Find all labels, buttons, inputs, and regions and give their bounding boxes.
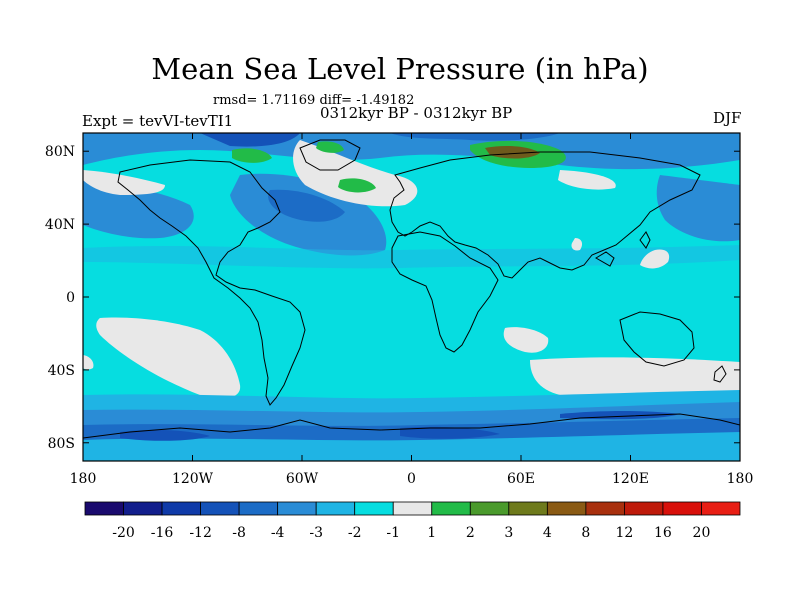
colorbar-swatch — [123, 501, 163, 516]
colorbar-label: 4 — [543, 525, 552, 541]
colorbar-swatch — [585, 501, 625, 516]
field-positive-greenland — [316, 141, 344, 153]
colorbar-label: -8 — [232, 525, 246, 541]
colorbar-label: 1 — [427, 525, 436, 541]
x-axis: 180 120W 60W 0 60E 120E 180 — [70, 133, 754, 487]
colorbar-swatch — [469, 501, 510, 516]
colorbar-label: 16 — [654, 525, 672, 541]
colorbar-label: 20 — [693, 525, 711, 541]
colorbar-swatch — [315, 501, 356, 516]
field-band-arctic-mid — [390, 133, 560, 141]
chart-title: Mean Sea Level Pressure (in hPa) — [151, 52, 649, 86]
field-white-indian-ocean — [503, 327, 549, 353]
colorbar-swatch — [277, 501, 317, 516]
x-tick-label: 60E — [507, 471, 535, 487]
field-band-arctic-dark — [200, 133, 300, 147]
x-tick-label: 120E — [612, 471, 649, 487]
colorbar-label: -3 — [309, 525, 323, 541]
colorbar-swatch — [84, 501, 124, 516]
coastline-australia — [619, 311, 695, 367]
colorbar-label: -1 — [386, 525, 400, 541]
field-positive-siberia-core — [485, 145, 540, 159]
colorbar-label: -2 — [348, 525, 362, 541]
colorbar-swatch — [392, 501, 433, 516]
colorbar-swatch — [624, 501, 664, 516]
colorbar-swatch — [701, 501, 741, 516]
colorbar-label: -4 — [271, 525, 285, 541]
coastline-africa — [391, 231, 499, 353]
field-positive-north-atlantic — [338, 178, 376, 193]
field-white-alaska — [83, 170, 165, 195]
field-white-south-pacific — [96, 317, 241, 399]
colorbar-label: 2 — [466, 525, 475, 541]
coastline-southeast-asia-islands — [595, 251, 615, 267]
x-tick-label: 60W — [286, 471, 319, 487]
field-antarctic-dark-2 — [400, 426, 500, 439]
colorbar-label: -16 — [151, 525, 174, 541]
field-white-north-atlantic — [293, 140, 418, 207]
colorbar-swatch — [431, 501, 471, 516]
field-white-west-pacific — [640, 249, 670, 269]
colorbar-label: 12 — [615, 525, 633, 541]
y-tick-label: 40S — [48, 363, 75, 379]
coastline-americas — [117, 159, 306, 406]
x-tick-label: 180 — [70, 471, 97, 487]
y-tick-label: 40N — [45, 217, 75, 233]
field-white-southern-indian — [530, 357, 740, 397]
rmsd-diff-stats: rmsd= 1.71169 diff= -1.49182 — [213, 93, 415, 108]
coastline-japan — [639, 231, 651, 249]
colorbar-label: 3 — [504, 525, 513, 541]
coastline-greenland — [299, 139, 361, 171]
colorbar-label: -12 — [189, 525, 212, 541]
experiment-label: Expt = tevVI-tevTI1 — [82, 112, 234, 130]
y-tick-label: 80N — [45, 144, 75, 160]
field-positive-greenland-west — [232, 148, 272, 163]
coastline-new-zealand — [713, 365, 727, 383]
field-white-edge — [83, 355, 94, 370]
x-tick-label: 180 — [727, 471, 754, 487]
season-label: DJF — [713, 109, 742, 127]
field-north-pacific-west — [83, 180, 194, 239]
colorbar: -20 -16 -12 -8 -4 -3 -2 -1 1 2 3 4 8 12 16 20 — [84, 501, 741, 541]
coastline-antarctica — [83, 413, 740, 439]
field-antarctic-band — [83, 432, 740, 461]
field-north-atlantic-core — [268, 189, 345, 222]
pressure-field — [83, 133, 740, 461]
period-subtitle: 0312kyr BP - 0312kyr BP — [320, 104, 513, 122]
field-white-patch — [571, 238, 583, 251]
x-tick-label: 0 — [407, 471, 416, 487]
colorbar-swatch — [238, 501, 279, 516]
field-white-siberia — [558, 170, 616, 190]
x-tick-label: 120W — [172, 471, 214, 487]
field-north-pacific-east — [656, 175, 740, 242]
colorbar-swatch — [354, 501, 394, 516]
colorbar-label: -20 — [112, 525, 135, 541]
colorbar-swatch — [161, 501, 201, 516]
field-equatorial-band — [83, 245, 740, 269]
coastline-eurasia — [389, 151, 701, 279]
colorbar-swatch — [508, 501, 548, 516]
field-antarctic-dark-1 — [120, 429, 210, 441]
y-axis: 80N 40N 0 40S 80S — [45, 144, 740, 452]
colorbar-swatch — [662, 501, 702, 516]
coastlines — [83, 139, 740, 439]
y-tick-label: 80S — [48, 436, 75, 452]
colorbar-swatch — [200, 501, 240, 516]
colorbar-swatch — [546, 501, 587, 516]
colorbar-label: 8 — [581, 525, 590, 541]
y-tick-label: 0 — [66, 290, 75, 306]
